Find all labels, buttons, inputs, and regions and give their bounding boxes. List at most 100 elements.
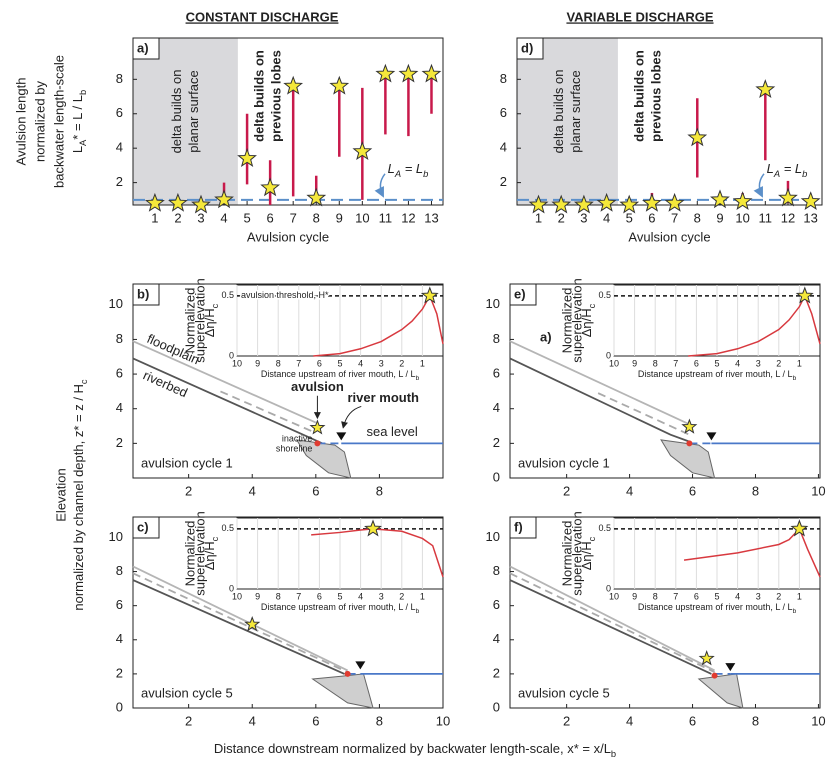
y-tick-label: 6 [116, 105, 123, 120]
star [755, 79, 776, 99]
reference-label-part: b [802, 169, 807, 179]
inset-y-label-line-part: c [210, 536, 220, 541]
shade-label: delta builds on planar surface [551, 70, 583, 154]
plot-frame [516, 37, 823, 206]
star [642, 192, 662, 212]
inset-x-tick-label: 2 [776, 358, 781, 368]
x-tick-label: 8 [376, 713, 383, 728]
panel-label: c) [137, 519, 149, 534]
inset-x-tick-label: 10 [609, 358, 619, 368]
inset-x-tick-label: 1 [797, 358, 802, 368]
reference-label-part: = L [401, 161, 423, 176]
x-tick-label: 2 [563, 483, 570, 498]
star [191, 194, 211, 214]
y-tick-label: 6 [493, 366, 500, 381]
inset-x-tick-label: 3 [379, 591, 384, 601]
inset-x-tick-label: 2 [399, 358, 404, 368]
inset-x-label-part: b [793, 375, 797, 382]
star [551, 194, 572, 214]
x-tick-label: 6 [689, 483, 696, 498]
avulsion-star [681, 418, 698, 434]
cycle-label: avulsion cycle 5 [518, 685, 610, 700]
inset-x-tick-label: 4 [735, 358, 740, 368]
x-tick-label: 2 [174, 210, 181, 225]
inset-y-label-line: superelevation [569, 278, 584, 363]
y-axis-label-line: normalized by [32, 81, 47, 162]
header: VARIABLE DISCHARGE [566, 9, 713, 24]
x-tick-label: 8 [313, 210, 320, 225]
y-tick-label: 4 [493, 631, 500, 646]
x-tick-label: 13 [803, 210, 817, 225]
cycle-label: avulsion cycle 5 [141, 685, 233, 700]
y-tick-label: 0 [493, 469, 500, 484]
x-tick-label: 10 [436, 713, 450, 728]
x-tick-label: 8 [694, 210, 701, 225]
profile-y-label: Elevation normalized by channel depth, z*… [53, 379, 89, 611]
y-axis-label: Avulsion length normalized by backwater le… [13, 55, 88, 188]
inset-x-tick-label: 6 [694, 591, 699, 601]
profile-y-label-line: Elevation [53, 468, 68, 521]
inset-x-tick-label: 2 [776, 591, 781, 601]
profile-line [132, 565, 349, 672]
inset-y-label-line: Normalized [182, 288, 197, 354]
star [398, 63, 419, 83]
y-tick-label: 10 [109, 296, 123, 311]
shoreline-label: inactive [282, 434, 313, 444]
annotation-line: previous lobes [648, 50, 663, 142]
y-tick-label: 10 [486, 529, 500, 544]
x-tick-label: 8 [752, 713, 759, 728]
annotation: delta builds on previous lobes [251, 50, 283, 142]
profile-y-label-line: normalized by channel depth, z* = z / Hc [71, 379, 89, 611]
y-tick-label: 6 [116, 597, 123, 612]
profile-line [220, 390, 317, 434]
y-axis-label-line-part: L [70, 146, 85, 153]
x-axis-label: Avulsion cycle [247, 229, 329, 244]
river-mouth [336, 432, 347, 441]
x-tick-label: 2 [185, 713, 192, 728]
profile-line [132, 572, 348, 674]
y-tick-label: 10 [109, 529, 123, 544]
inset: 10 9 8 7 6 5 4 3 2 100.5 avulsion threshold, H*Dis… [182, 278, 444, 382]
inset-x-tick-label: 8 [653, 358, 658, 368]
y-axis-label-line-part: A [78, 139, 88, 146]
profile-line [509, 579, 712, 675]
inset-x-label-part: Distance upstream of river mouth, L / L [638, 602, 793, 612]
river-mouth [706, 432, 717, 441]
inset-x-tick-label: 4 [358, 591, 363, 601]
inset-x-tick-label: 8 [276, 591, 281, 601]
inset-y-label-line-part: Δη/H [202, 541, 217, 570]
avulsion-label: avulsion [291, 379, 344, 394]
shade-label: delta builds on planar surface [169, 70, 201, 154]
y-tick-label: 0 [493, 699, 500, 714]
x-tick-label: 7 [671, 210, 678, 225]
reference-arrow [753, 173, 765, 198]
series-label: sea level [366, 424, 417, 439]
star [596, 192, 617, 212]
shaded-region [517, 38, 618, 205]
x-tick-label: 4 [220, 210, 227, 225]
x-tick-label: 2 [563, 713, 570, 728]
x-tick-label: 12 [401, 210, 415, 225]
inset-x-label-part: Distance upstream of river mouth, L / L [261, 369, 416, 379]
profile-line [509, 572, 715, 673]
threshold-label: avulsion threshold, H* [241, 290, 329, 300]
inset-y-label-line-part: c [210, 303, 220, 308]
mouth-label: river mouth [347, 390, 419, 405]
inset-y-label-line: Δη/Hc [202, 303, 220, 337]
y-tick-label: 4 [116, 140, 123, 155]
star [168, 192, 188, 212]
shaded-region [133, 38, 238, 205]
reference-label-part: L [767, 161, 774, 176]
inset-x-tick-label: 9 [632, 591, 637, 601]
y-tick-label: 4 [116, 400, 123, 415]
star [329, 75, 350, 95]
star [573, 194, 594, 214]
deposit [311, 673, 374, 709]
inset-x-tick-label: 6 [694, 358, 699, 368]
avulsion-star [244, 615, 261, 632]
panel-label: d) [521, 40, 533, 55]
stray-label: a) [540, 329, 552, 344]
inset-x-tick-label: 10 [609, 591, 619, 601]
